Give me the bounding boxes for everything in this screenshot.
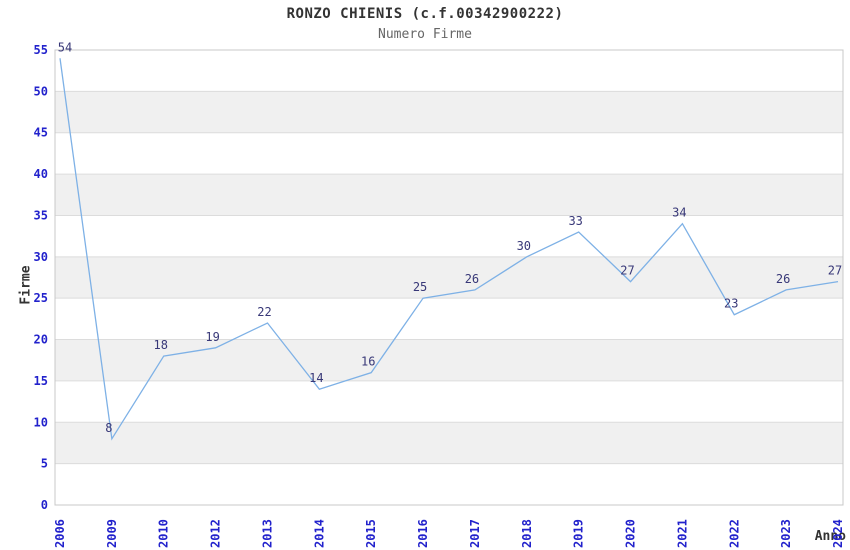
x-tick-label: 2020 xyxy=(624,519,638,548)
y-tick-label: 50 xyxy=(34,84,48,98)
data-point-label: 27 xyxy=(828,264,842,278)
x-tick-label: 2014 xyxy=(312,519,326,548)
plot-border xyxy=(54,49,844,506)
y-tick-label: 15 xyxy=(34,374,48,388)
plot-band xyxy=(55,256,843,299)
x-tick-label: 2013 xyxy=(260,519,274,548)
y-tick-label: 25 xyxy=(34,291,48,305)
y-tick-label: 30 xyxy=(34,250,48,264)
y-tick-label: 35 xyxy=(34,208,48,222)
x-tick-label: 2016 xyxy=(416,519,430,548)
data-point-label: 8 xyxy=(105,421,112,435)
y-tick-label: 40 xyxy=(34,167,48,181)
data-point-label: 16 xyxy=(361,355,375,369)
chart-title: RONZO CHIENIS (c.f.00342900222) xyxy=(286,6,564,22)
y-tick-label: 45 xyxy=(34,126,48,140)
x-tick-label: 2010 xyxy=(157,519,171,548)
plot-band xyxy=(55,339,843,381)
data-point-label: 33 xyxy=(568,214,582,228)
data-point-label: 30 xyxy=(517,239,531,253)
data-point-label: 26 xyxy=(465,272,479,286)
x-axis-title: Anno xyxy=(814,529,846,544)
x-tick-label: 2009 xyxy=(105,519,119,548)
plot-band xyxy=(55,91,843,133)
x-tick-label: 2006 xyxy=(53,519,67,548)
x-tick-label: 2023 xyxy=(779,519,793,548)
plot-band xyxy=(55,174,843,216)
y-tick-label: 5 xyxy=(41,457,48,471)
chart-subtitle: Numero Firme xyxy=(378,27,472,42)
x-tick-label: 2015 xyxy=(364,519,378,548)
data-point-label: 27 xyxy=(620,264,634,278)
data-point-label: 18 xyxy=(154,338,168,352)
x-tick-label: 2012 xyxy=(209,519,223,548)
data-line xyxy=(59,58,839,441)
x-tick-label: 2017 xyxy=(468,519,482,548)
data-point-label: 19 xyxy=(205,330,219,344)
data-point-label: 54 xyxy=(58,40,72,54)
x-tick-label: 2019 xyxy=(572,519,586,548)
x-tick-label: 2018 xyxy=(520,519,534,548)
x-tick-label: 2022 xyxy=(727,519,741,548)
data-point-label: 26 xyxy=(776,272,790,286)
data-point-label: 23 xyxy=(724,297,738,311)
data-point-label: 14 xyxy=(309,371,323,385)
plot-band xyxy=(55,422,843,464)
y-tick-label: 55 xyxy=(34,43,48,57)
y-tick-label: 10 xyxy=(34,415,48,429)
x-tick-label: 2021 xyxy=(675,519,689,548)
x-tick-label: 2024 xyxy=(831,519,845,548)
data-point-label: 34 xyxy=(672,206,686,220)
y-tick-label: 0 xyxy=(41,498,48,512)
data-point-label: 22 xyxy=(257,305,271,319)
y-tick-label: 20 xyxy=(34,333,48,347)
data-point-label: 25 xyxy=(413,280,427,294)
